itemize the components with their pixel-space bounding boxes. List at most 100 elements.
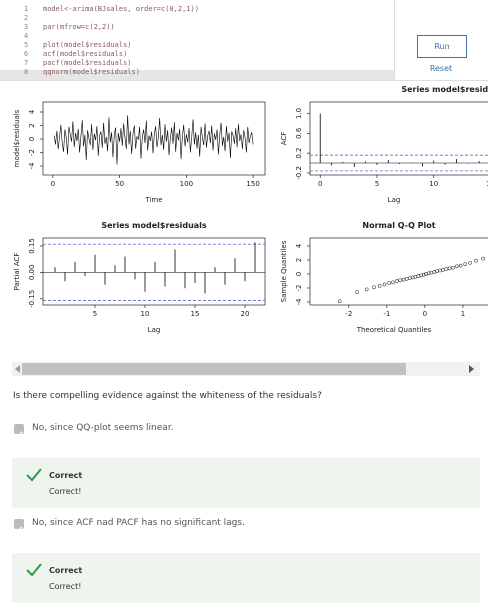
x-tick-label: 0	[318, 180, 322, 188]
x-tick-label: 15	[191, 310, 200, 318]
x-tick-label: 10	[141, 310, 150, 318]
qq-point	[458, 263, 463, 268]
qq-point	[337, 299, 342, 304]
feedback-box: Correct Correct!	[12, 458, 480, 508]
code-line: qqnorm(model$residuals)	[43, 68, 140, 76]
y-tick-label: 4	[28, 109, 36, 114]
code-line: pacf(model$residuals)	[43, 59, 132, 67]
qq-point	[432, 270, 437, 274]
x-tick-label: 20	[241, 310, 250, 318]
x-tick-label: 5	[93, 310, 97, 318]
x-tick-label: 5	[375, 180, 379, 188]
qq-point	[468, 260, 473, 265]
y-tick-label: -0.15	[28, 290, 36, 308]
qq-point	[426, 271, 431, 276]
qq-point	[444, 267, 449, 271]
y-tick-label: 0.15	[28, 238, 36, 254]
line-number: 1	[24, 5, 29, 13]
qq-point	[382, 282, 387, 287]
x-tick-label: -2	[345, 310, 352, 318]
qq-point	[372, 285, 376, 290]
divider	[394, 0, 395, 80]
code-line: par(mfrow=c(2,2))	[43, 23, 115, 31]
qq-point	[454, 264, 459, 269]
checkbox[interactable]	[14, 519, 24, 533]
qq-point	[377, 284, 382, 288]
y-axis-label: model$residuals	[13, 109, 21, 167]
line-number: 3	[24, 23, 29, 31]
qq-point	[401, 277, 406, 282]
checkbox[interactable]	[14, 424, 24, 438]
x-axis-label: Lag	[148, 326, 161, 334]
scroll-left[interactable]	[14, 365, 22, 373]
answer-text[interactable]: No, since QQ-plot seems linear.	[32, 423, 174, 433]
feedback-box: Correct Correct!	[12, 553, 480, 603]
check-icon	[15, 526, 23, 533]
qq-point	[404, 277, 409, 281]
scroll-thumb[interactable]	[22, 363, 406, 375]
feedback-text: Correct!	[49, 487, 82, 496]
x-axis-label: Time	[144, 196, 162, 204]
y-tick-label: 1.0	[295, 108, 303, 119]
y-tick-label: -2	[295, 284, 303, 291]
x-tick-label: -1	[383, 310, 390, 318]
reset-link[interactable]: Reset	[429, 64, 453, 73]
line-number: 7	[24, 59, 29, 67]
x-tick-label: 150	[246, 180, 259, 188]
x-axis-label: Theoretical Quantiles	[356, 326, 432, 334]
y-tick-label: -2	[28, 149, 36, 156]
y-tick-label: 2	[28, 123, 36, 127]
line-number: 5	[24, 41, 29, 49]
plot-title: Series model$residuals	[101, 221, 207, 230]
x-axis-label: Lag	[388, 196, 401, 204]
x-tick-label: 10	[429, 180, 438, 188]
y-tick-label: 2	[295, 258, 303, 262]
qq-point	[424, 272, 428, 276]
qq-point	[407, 276, 412, 281]
y-tick-label: -4	[295, 298, 303, 306]
plot-title: Series model$residuals	[401, 85, 488, 94]
x-tick-label: 1	[461, 310, 465, 318]
y-axis-label: Partial ACF	[13, 253, 21, 291]
qq-point	[474, 258, 478, 263]
qq-point	[481, 256, 485, 261]
y-tick-label: -0.2	[295, 166, 303, 180]
qq-point	[463, 262, 468, 267]
y-tick-label: 0.00	[28, 265, 36, 281]
active-line	[0, 70, 394, 80]
qq-point	[441, 267, 446, 272]
x-tick-label: 15	[486, 180, 488, 188]
y-tick-label: 0	[295, 272, 303, 276]
code-line: model<-arima(BJsales, order=c(0,2,1))	[43, 5, 199, 13]
qq-point	[438, 268, 442, 273]
scrollbar[interactable]	[12, 362, 480, 376]
qq-point	[419, 273, 423, 278]
x-tick-label: 0	[51, 180, 55, 188]
scroll-right[interactable]	[468, 365, 476, 373]
qq-point	[387, 281, 391, 285]
answer-text[interactable]: No, since ACF nad PACF has no significan…	[32, 518, 245, 528]
y-tick-label: 0.6	[295, 127, 303, 139]
qq-point	[447, 266, 452, 271]
y-tick-label: 0	[28, 137, 36, 141]
feedback-title: Correct	[49, 471, 83, 480]
code-editor[interactable]: Run Reset 1 model<-arima(BJsales, order=c…	[0, 0, 488, 81]
code-line: plot(model$residuals)	[43, 41, 132, 49]
line-number: 8	[24, 68, 29, 76]
qq-point	[394, 279, 399, 283]
plot-frame	[309, 101, 488, 176]
plot-frame	[42, 101, 266, 176]
line-number: 2	[24, 14, 29, 22]
line-number: 4	[24, 32, 29, 40]
qq-point	[398, 278, 403, 283]
plot-frame	[42, 237, 266, 306]
question: Is there compelling evidence against the…	[13, 391, 322, 401]
qq-point	[364, 287, 369, 292]
run-button[interactable]: Run	[417, 35, 467, 58]
y-axis-label: Sample Quantiles	[280, 240, 288, 302]
residual-line	[53, 115, 254, 165]
qq-point	[355, 290, 360, 295]
qq-point	[416, 274, 421, 278]
qq-point	[391, 280, 395, 285]
